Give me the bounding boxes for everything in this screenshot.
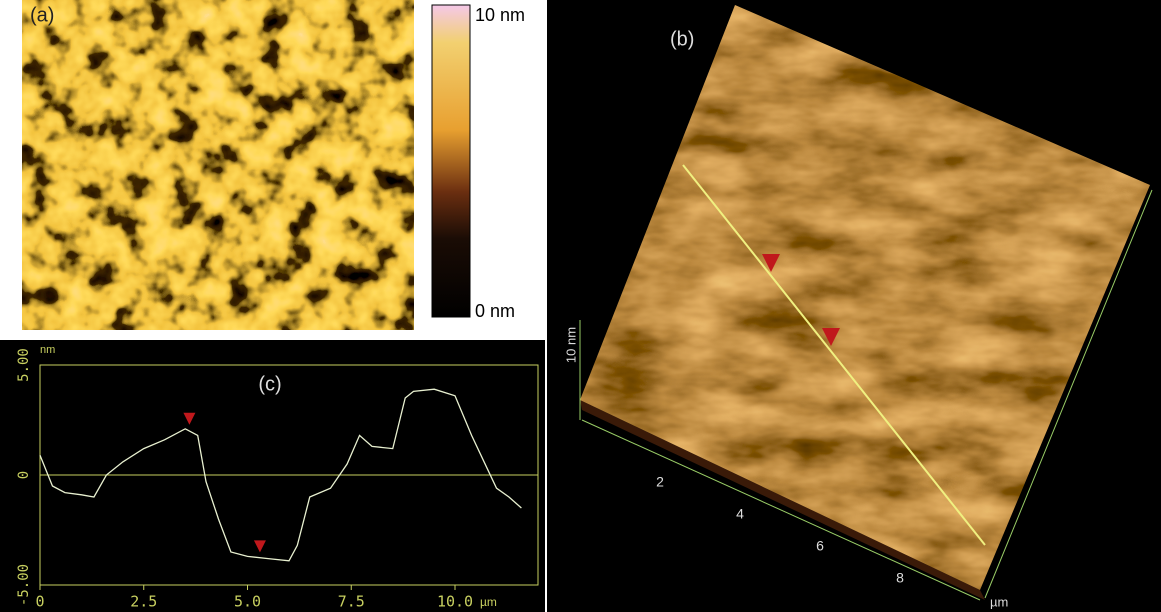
panel-label: (a) (30, 4, 54, 26)
panel-label: (b) (670, 28, 694, 50)
colorbar (432, 5, 470, 317)
y-tick-label: 5.00 (16, 348, 32, 382)
axis-3d-tick-label: 4 (736, 506, 744, 522)
x-tick-label: 2.5 (130, 593, 157, 611)
y-tick-label: 0 (16, 471, 32, 479)
axis-3d-tick-label: 2 (656, 474, 664, 490)
colorbar-min: 0 nm (475, 301, 515, 321)
x-tick-label: 0 (35, 593, 44, 611)
afm-image-a (22, 0, 414, 330)
x-tick-label: 7.5 (338, 593, 365, 611)
x-tick-label: 5.0 (234, 593, 261, 611)
z-label: 10 nm (563, 327, 578, 363)
y-unit: nm (40, 344, 55, 356)
x-tick-label: 10.0 (437, 593, 473, 611)
colorbar-max: 10 nm (475, 5, 525, 25)
page: (a) 10 nm 0 nm (b) 10 nm µm 2468 (c) nm … (0, 0, 1161, 612)
y-tick-label: -5.00 (16, 564, 32, 606)
unit-label: µm (990, 594, 1008, 609)
axis-3d-tick-label: 6 (816, 538, 824, 554)
axis-3d-tick-label: 8 (896, 570, 904, 586)
figure: (a) 10 nm 0 nm (b) 10 nm µm 2468 (c) nm … (0, 0, 1161, 612)
chart-title: (c) (258, 373, 281, 395)
x-unit: µm (480, 595, 497, 609)
